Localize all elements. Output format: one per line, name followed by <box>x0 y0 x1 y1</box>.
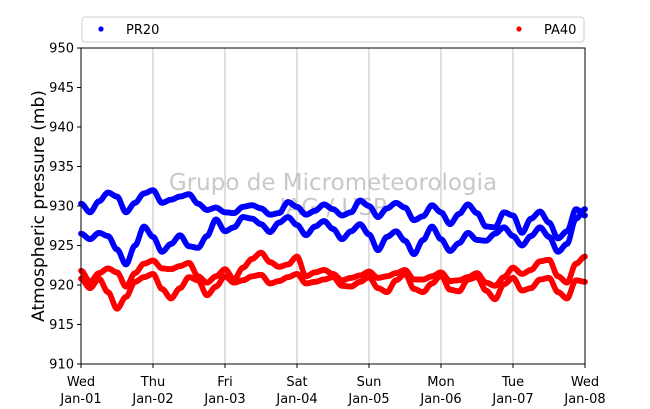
x-tick-label-day: Thu <box>140 375 165 390</box>
x-tick-label-date: Jan-06 <box>419 392 461 407</box>
y-tick-label: 950 <box>49 42 74 57</box>
legend-marker-pr20 <box>98 26 104 32</box>
watermark: Grupo de Micrometeorologia IAG / USP <box>169 170 497 221</box>
y-tick-label: 940 <box>49 121 74 136</box>
legend-label-pr20: PR20 <box>126 23 159 38</box>
x-tick-label-day: Mon <box>427 375 454 390</box>
x-tick-label-day: Wed <box>67 375 95 390</box>
legend-marker-pa40 <box>516 26 522 32</box>
y-tick-label: 930 <box>49 200 74 215</box>
y-tick-label: 945 <box>49 81 74 96</box>
x-tick-label-date: Jan-05 <box>347 392 389 407</box>
series-pr20-trace <box>78 206 588 268</box>
watermark-line-1: Grupo de Micrometeorologia <box>169 170 497 196</box>
x-tick-label-day: Tue <box>501 375 524 390</box>
y-tick-label: 935 <box>49 160 74 175</box>
x-tick-label-day: Wed <box>571 375 599 390</box>
x-axis-ticks: Wed Jan-01 Thu Jan-02 Fri Jan-03 Sat Jan-04 Sun J… <box>59 364 606 407</box>
series-pr20-trace <box>78 187 588 242</box>
x-tick-label-day: Sat <box>286 375 307 390</box>
series-pa40-trace <box>78 271 588 312</box>
x-tick-label-date: Jan-04 <box>275 392 317 407</box>
x-tick-label-day: Sun <box>357 375 382 390</box>
x-tick-label-date: Jan-01 <box>59 392 101 407</box>
y-tick-label: 925 <box>49 239 74 254</box>
x-tick-label-date: Jan-08 <box>563 392 605 407</box>
y-tick-label: 910 <box>49 358 74 373</box>
y-axis-label: Atmospheric pressure (mb) <box>29 90 49 322</box>
x-tick-label-date: Jan-03 <box>203 392 245 407</box>
legend-box <box>81 16 585 43</box>
data-series <box>78 187 588 312</box>
y-tick-label: 920 <box>49 279 74 294</box>
x-tick-label-day: Fri <box>217 375 233 390</box>
legend: PR20 PA40 <box>81 16 585 43</box>
series-pa40 <box>78 249 588 312</box>
x-tick-label-date: Jan-07 <box>491 392 533 407</box>
legend-label-pa40: PA40 <box>544 23 576 38</box>
series-pa40-trace <box>78 249 588 290</box>
y-axis-ticks: 910 915 920 925 930 935 940 945 950 <box>49 42 81 373</box>
series-pr20 <box>78 187 588 268</box>
y-tick-label: 915 <box>49 318 74 333</box>
x-tick-label-date: Jan-02 <box>131 392 173 407</box>
